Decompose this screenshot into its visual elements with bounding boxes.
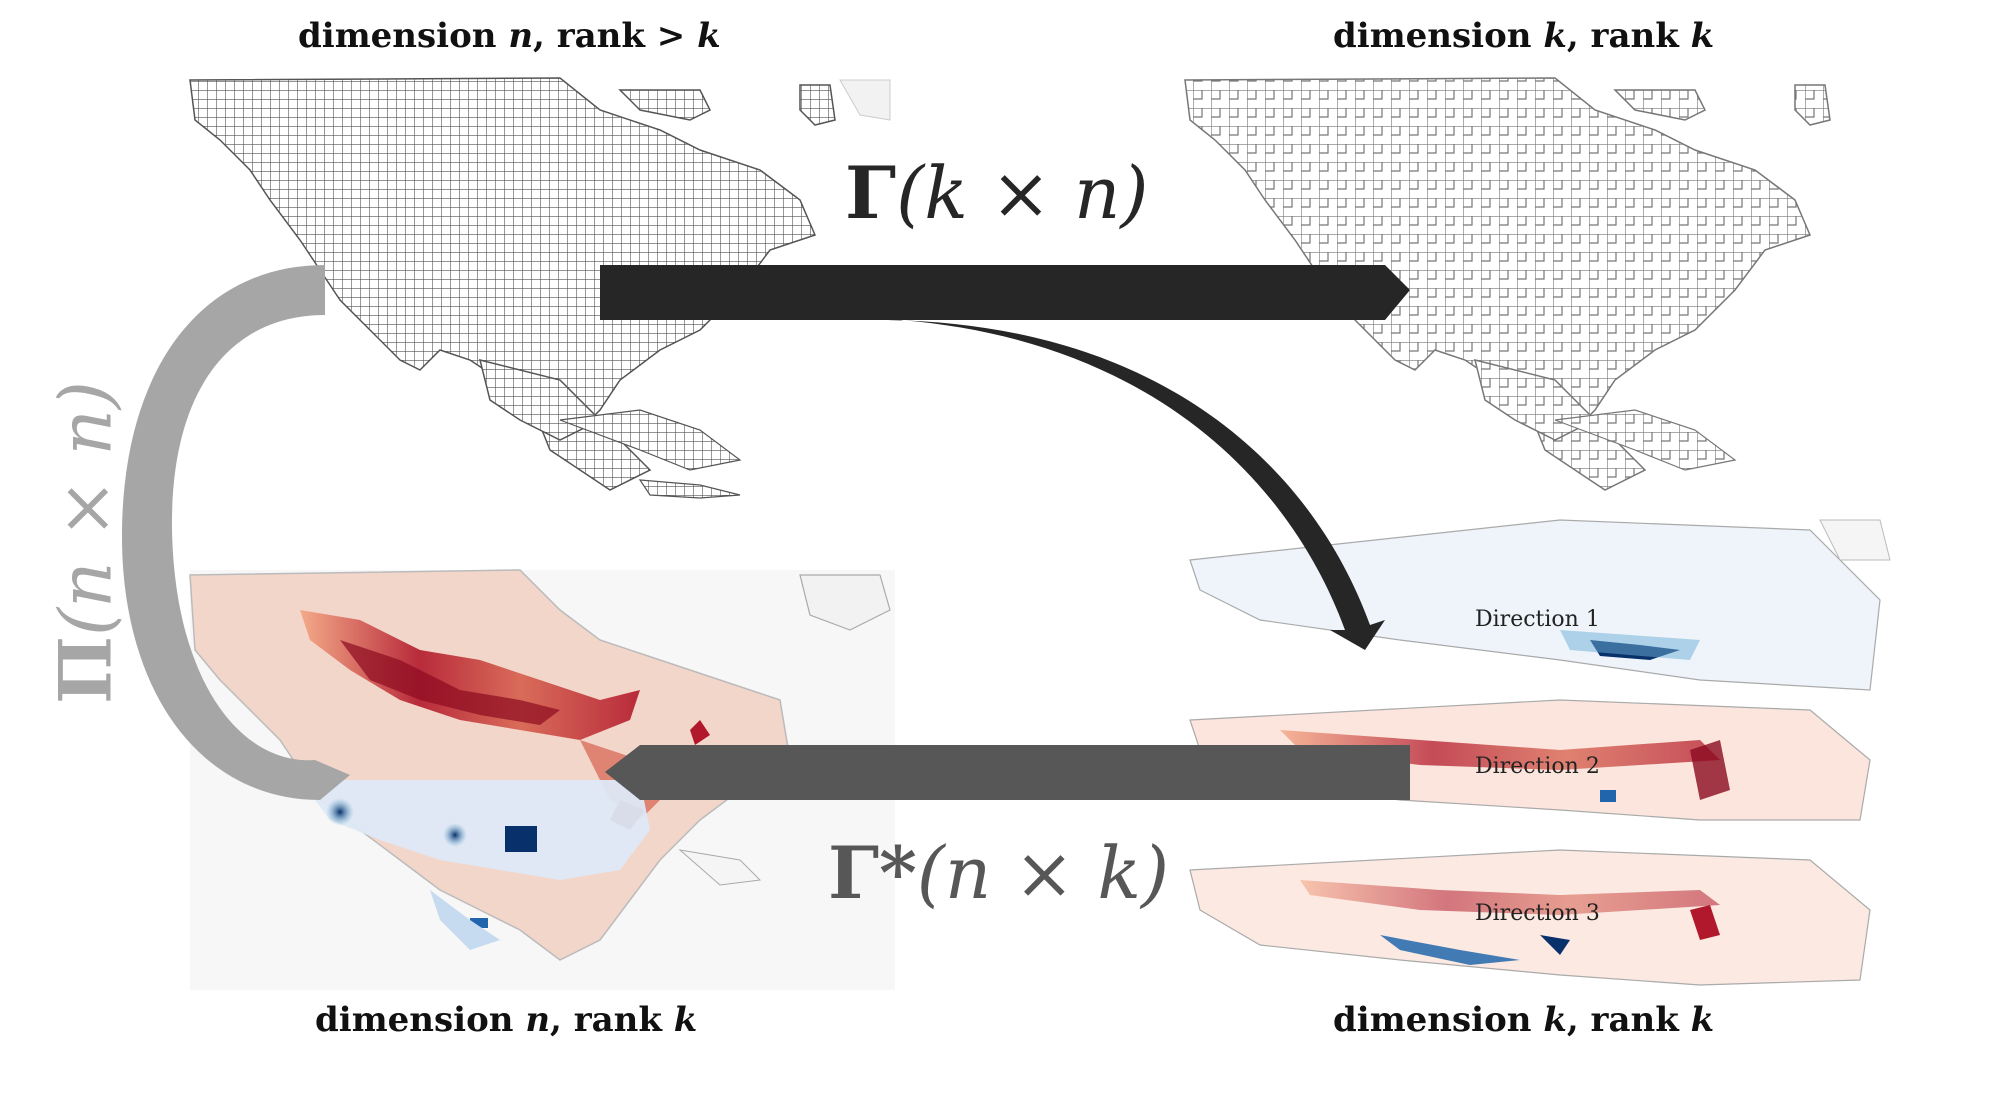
direction-1-label: Direction 1 xyxy=(1475,607,1600,632)
direction-map-1 xyxy=(1189,519,1891,691)
gamma-star-arrow xyxy=(605,745,1410,800)
pi-args: (n × n) xyxy=(43,380,128,637)
gamma-star-args: (n × k) xyxy=(916,831,1170,915)
gamma-args: (k × n) xyxy=(896,151,1149,235)
top-right-label: dimension k, rank k xyxy=(1333,16,1715,56)
direction-map-3 xyxy=(1189,849,1871,986)
top-left-label: dimension n, rank > k xyxy=(298,16,721,56)
pi-arrow xyxy=(121,265,350,800)
fine-grid-map xyxy=(189,77,891,499)
pi-symbol: Π xyxy=(42,636,128,705)
gamma-arrow xyxy=(600,265,1410,650)
gamma-star-symbol: Γ* xyxy=(828,830,917,915)
pi-operator-label: Π(n × n) xyxy=(43,363,128,723)
coarse-grid-map xyxy=(1184,77,1831,491)
bottom-right-label: dimension k, rank k xyxy=(1333,1000,1715,1040)
bottom-left-label: dimension n, rank k xyxy=(315,1000,698,1040)
direction-2-label: Direction 2 xyxy=(1475,754,1600,779)
direction-3-label: Direction 3 xyxy=(1475,901,1600,926)
gamma-operator-label: Γ(k × n) xyxy=(845,150,1148,235)
gamma-symbol: Γ xyxy=(845,150,897,235)
direction-maps xyxy=(1189,519,1891,986)
heatmap-map xyxy=(189,569,895,990)
gamma-star-operator-label: Γ*(n × k) xyxy=(828,830,1169,915)
